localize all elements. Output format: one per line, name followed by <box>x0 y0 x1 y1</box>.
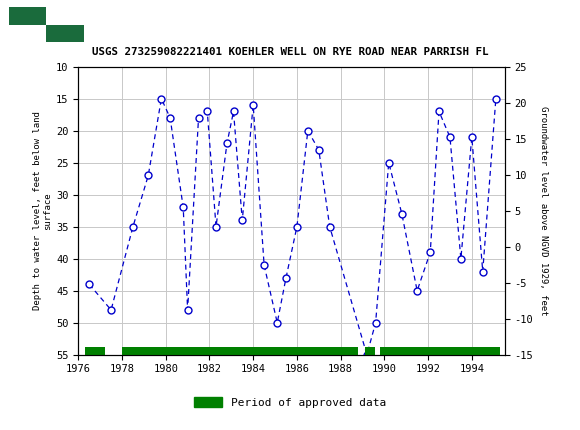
Bar <box>380 347 500 356</box>
Bar <box>365 347 375 356</box>
FancyBboxPatch shape <box>46 25 84 42</box>
Y-axis label: Depth to water level, feet below land
surface: Depth to water level, feet below land su… <box>32 111 52 310</box>
Y-axis label: Groundwater level above NGVD 1929, feet: Groundwater level above NGVD 1929, feet <box>539 106 548 316</box>
Text: USGS 273259082221401 KOEHLER WELL ON RYE ROAD NEAR PARRISH FL: USGS 273259082221401 KOEHLER WELL ON RYE… <box>92 46 488 57</box>
Legend: Period of approved data: Period of approved data <box>190 393 390 412</box>
Bar <box>85 347 104 356</box>
FancyBboxPatch shape <box>9 7 46 25</box>
Bar <box>122 347 358 356</box>
Text: USGS: USGS <box>90 16 145 34</box>
FancyBboxPatch shape <box>9 7 84 42</box>
